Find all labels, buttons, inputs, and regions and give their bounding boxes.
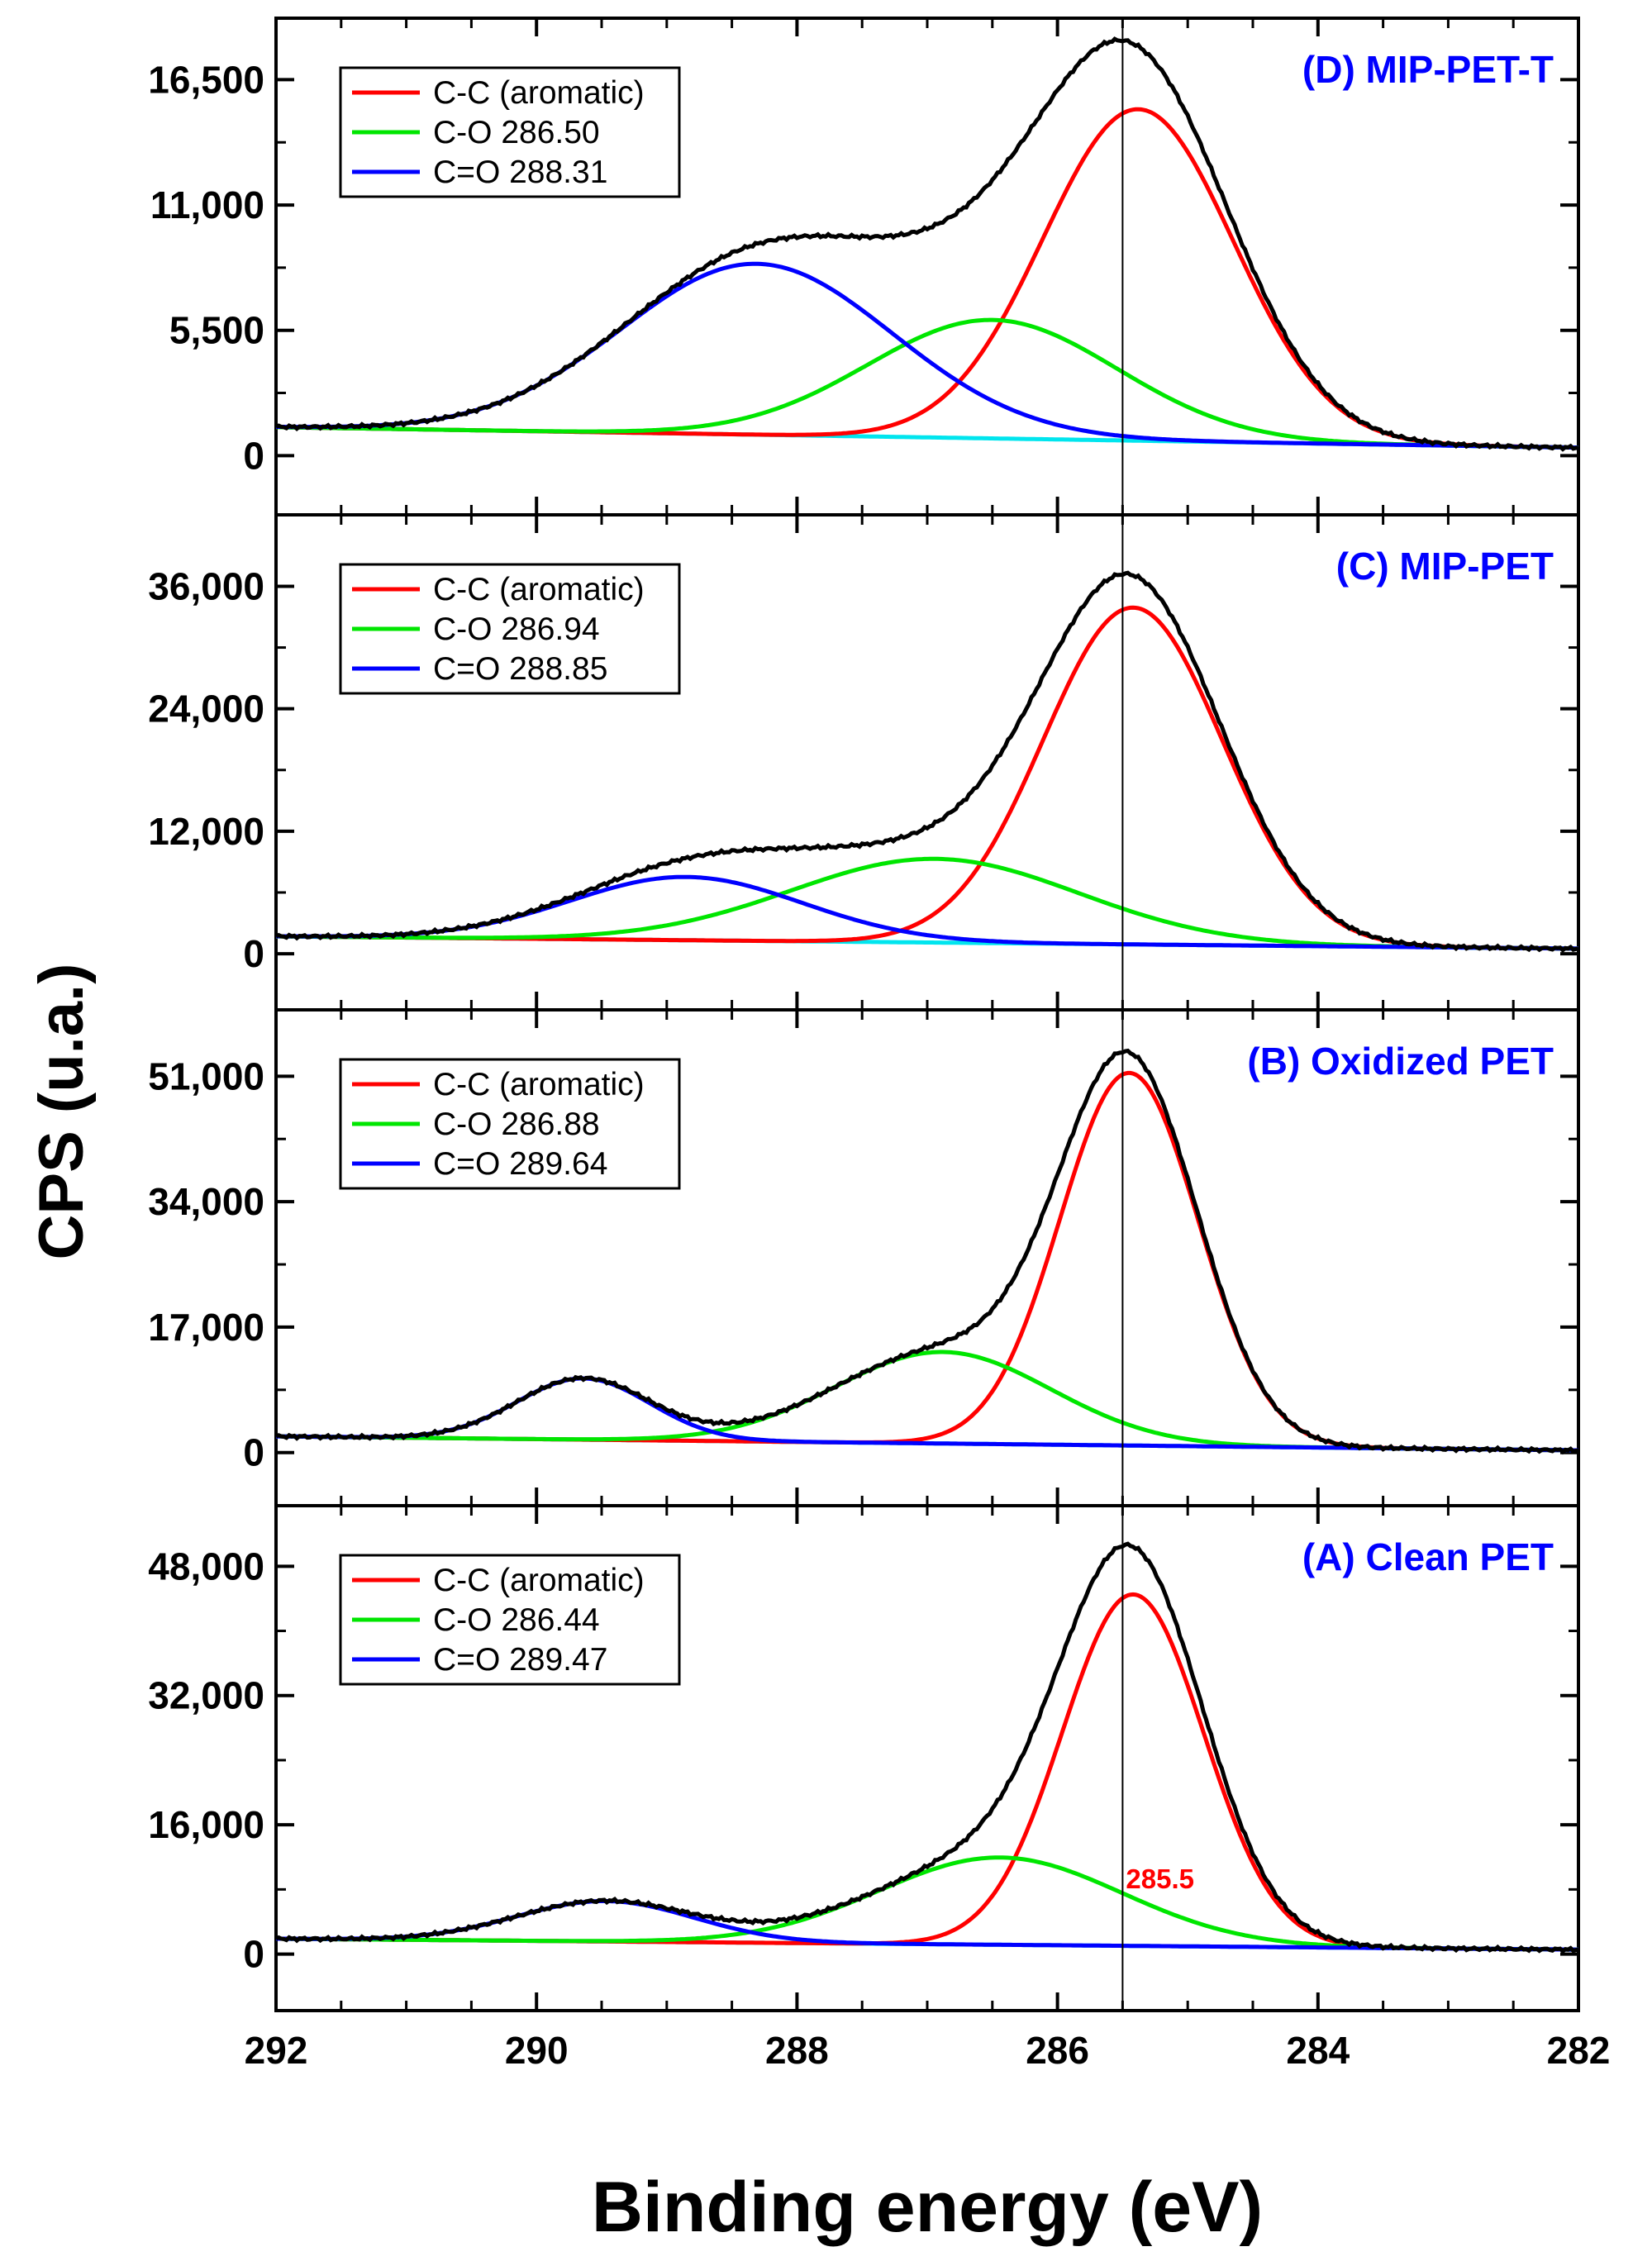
legend-label: C-O 286.88 xyxy=(433,1107,600,1142)
legend-label: C-C (aromatic) xyxy=(433,1067,645,1102)
y-tick-label: 16,500 xyxy=(148,58,264,101)
envelope-line xyxy=(274,36,1579,452)
panel-c: 0 12,000 24,000 36,000 (C) MIP-PET C-C (aroma… xyxy=(148,513,1580,1011)
y-axis-title: CPS (u.a.) xyxy=(26,964,97,1260)
x-tick-label: 292 xyxy=(245,2029,308,2072)
panel-b: 0 17,000 34,000 51,000 (B) Oxidized PET C-C (… xyxy=(148,1008,1580,1507)
legend-label: C=O 288.31 xyxy=(433,155,607,190)
x-tick-label: 284 xyxy=(1286,2029,1350,2072)
y-tick-label: 0 xyxy=(243,1933,264,1976)
legend-label: C=O 289.47 xyxy=(433,1642,607,1678)
y-tick-label: 36,000 xyxy=(148,564,264,607)
y-tick-label: 24,000 xyxy=(148,688,264,731)
y-tick-label: 5,500 xyxy=(169,309,264,352)
y-tick-label: 0 xyxy=(243,434,264,477)
y-tick-label: 16,000 xyxy=(148,1803,264,1846)
x-tick-label: 290 xyxy=(505,2029,569,2072)
y-tick-label: 32,000 xyxy=(148,1674,264,1717)
panel-title: (B) Oxidized PET xyxy=(1247,1040,1554,1083)
y-tick-label: 0 xyxy=(243,932,264,975)
y-tick-label: 51,000 xyxy=(148,1054,264,1097)
y-tick-label: 17,000 xyxy=(148,1306,264,1349)
x-tick-label: 288 xyxy=(765,2029,829,2072)
legend-label: C-O 286.50 xyxy=(433,115,600,150)
y-tick-label: 11,000 xyxy=(150,183,264,226)
panel-title: (C) MIP-PET xyxy=(1336,545,1554,588)
x-tick-label: 286 xyxy=(1026,2029,1089,2072)
y-tick-label: 34,000 xyxy=(148,1180,264,1223)
legend-label: C=O 288.85 xyxy=(433,651,607,687)
y-tick-label: 48,000 xyxy=(148,1545,264,1587)
envelope-line xyxy=(275,1541,1579,1954)
legend-label: C-O 286.94 xyxy=(433,612,600,647)
panel-title: (D) MIP-PET-T xyxy=(1302,48,1554,91)
reference-line-group: 285.5 xyxy=(1121,18,1194,2011)
panel-title: (A) Clean PET xyxy=(1302,1535,1554,1578)
panel-a: 0 16,000 32,000 48,000 (A) Clean PET C-C (aro… xyxy=(148,1504,1580,2012)
x-axis: 292 290 288 286 284 282 xyxy=(245,2029,1611,2072)
y-tick-label: 12,000 xyxy=(148,810,264,853)
legend-label: C-C (aromatic) xyxy=(433,1563,645,1598)
envelope-line xyxy=(275,570,1579,953)
x-axis-title: Binding energy (eV) xyxy=(592,2168,1263,2247)
y-tick-label: 0 xyxy=(243,1431,264,1474)
legend-label: C=O 289.64 xyxy=(433,1146,607,1182)
panels-group: 0 5,500 11,000 16,500 (D) MIP-PET-T C-C (arom… xyxy=(148,17,1580,2012)
peak-annotation: 285.5 xyxy=(1126,1864,1194,1894)
legend-label: C-C (aromatic) xyxy=(433,572,645,607)
envelope-line xyxy=(275,1048,1579,1455)
legend-label: C-O 286.44 xyxy=(433,1602,600,1638)
legend-label: C-C (aromatic) xyxy=(433,75,645,111)
panel-d: 0 5,500 11,000 16,500 (D) MIP-PET-T C-C (arom… xyxy=(148,17,1580,516)
x-tick-label: 282 xyxy=(1547,2029,1611,2072)
